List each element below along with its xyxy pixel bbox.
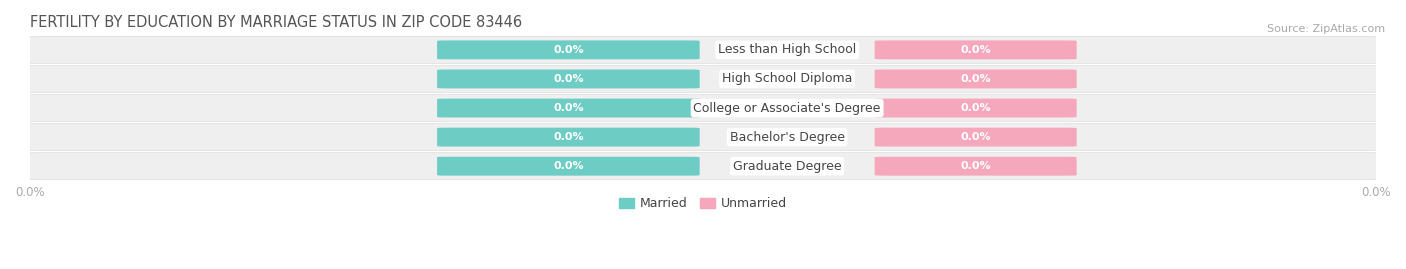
Text: Graduate Degree: Graduate Degree <box>733 160 841 173</box>
FancyBboxPatch shape <box>437 40 700 59</box>
FancyBboxPatch shape <box>13 36 1393 63</box>
FancyBboxPatch shape <box>875 128 1077 147</box>
FancyBboxPatch shape <box>437 98 700 118</box>
Legend: Married, Unmarried: Married, Unmarried <box>613 192 793 215</box>
Text: 0.0%: 0.0% <box>960 45 991 55</box>
Text: High School Diploma: High School Diploma <box>721 72 852 86</box>
Text: Source: ZipAtlas.com: Source: ZipAtlas.com <box>1267 24 1385 34</box>
FancyBboxPatch shape <box>437 128 700 147</box>
Text: 0.0%: 0.0% <box>960 161 991 171</box>
FancyBboxPatch shape <box>13 94 1393 122</box>
Text: 0.0%: 0.0% <box>553 103 583 113</box>
Text: 0.0%: 0.0% <box>553 45 583 55</box>
FancyBboxPatch shape <box>13 123 1393 151</box>
Text: FERTILITY BY EDUCATION BY MARRIAGE STATUS IN ZIP CODE 83446: FERTILITY BY EDUCATION BY MARRIAGE STATU… <box>30 15 522 30</box>
Text: 0.0%: 0.0% <box>960 74 991 84</box>
Text: College or Associate's Degree: College or Associate's Degree <box>693 101 880 115</box>
FancyBboxPatch shape <box>875 157 1077 176</box>
Text: 0.0%: 0.0% <box>960 103 991 113</box>
Text: 0.0%: 0.0% <box>960 132 991 142</box>
FancyBboxPatch shape <box>875 98 1077 118</box>
FancyBboxPatch shape <box>437 69 700 89</box>
Text: 0.0%: 0.0% <box>553 161 583 171</box>
Text: 0.0%: 0.0% <box>553 132 583 142</box>
FancyBboxPatch shape <box>437 157 700 176</box>
Text: 0.0%: 0.0% <box>553 74 583 84</box>
Text: Bachelor's Degree: Bachelor's Degree <box>730 131 845 144</box>
FancyBboxPatch shape <box>13 65 1393 93</box>
FancyBboxPatch shape <box>875 69 1077 89</box>
FancyBboxPatch shape <box>875 40 1077 59</box>
Text: Less than High School: Less than High School <box>718 43 856 56</box>
FancyBboxPatch shape <box>13 153 1393 180</box>
